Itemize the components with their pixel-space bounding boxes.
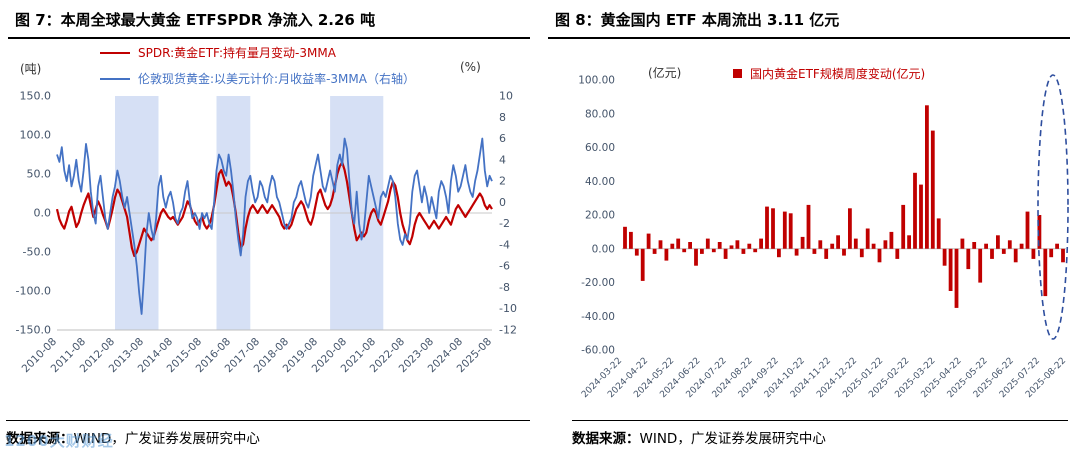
- svg-text:-10: -10: [499, 302, 517, 315]
- svg-text:150.0: 150.0: [20, 90, 52, 103]
- figure7-panel: 图 7：本周全球最大黄金 ETFSPDR 净流入 2.26 吨 SPDR:黄金E…: [6, 6, 530, 447]
- right-axis-unit-label: (%): [460, 60, 481, 74]
- svg-text:4: 4: [499, 153, 506, 166]
- svg-text:40.00: 40.00: [585, 176, 615, 188]
- svg-text:0: 0: [499, 196, 506, 209]
- legend-item-spdr: SPDR:黄金ETF:持有量月变动-3MMA: [100, 44, 415, 61]
- svg-text:100.0: 100.0: [20, 129, 52, 142]
- legend-label-spdr: SPDR:黄金ETF:持有量月变动-3MMA: [138, 46, 336, 60]
- svg-text:6: 6: [499, 132, 506, 145]
- svg-text:10: 10: [499, 90, 513, 103]
- svg-text:-4: -4: [499, 238, 510, 251]
- svg-text:-50.0: -50.0: [23, 246, 51, 259]
- figure8-legend: 国内黄金ETF规模周度变动(亿元): [733, 65, 925, 82]
- red-square-swatch-icon: [733, 69, 742, 78]
- blue-line-swatch-icon: [100, 77, 130, 80]
- legend-item-london-gold: 伦敦现货黄金:以美元计价:月收益率-3MMA（右轴）: [100, 70, 415, 87]
- svg-text:-8: -8: [499, 281, 510, 294]
- svg-text:-2: -2: [499, 217, 510, 230]
- legend-item-domestic-etf: 国内黄金ETF规模周度变动(亿元): [733, 65, 925, 82]
- svg-text:-12: -12: [499, 324, 517, 337]
- figure8-bar-chart: 100.00 80.00 60.00 40.00 20.00 0.00 -20.00 -40.…: [578, 74, 1069, 400]
- figure7-line-chart: 150.0 100.0 50.0 0.0 -50.0 -100.0 -150.0 10 8 6 4 2…: [16, 90, 517, 376]
- left-axis-unit-label: (吨): [20, 62, 42, 76]
- svg-text:60.00: 60.00: [585, 142, 615, 154]
- source-text: WIND，广发证券发展研究中心: [639, 431, 826, 447]
- source-prefix: 数据来源：: [572, 431, 640, 447]
- svg-text:-20.00: -20.00: [581, 277, 615, 289]
- svg-text:80.00: 80.00: [585, 108, 615, 120]
- svg-text:-60.00: -60.00: [581, 345, 615, 357]
- red-line-swatch-icon: [100, 51, 130, 54]
- source-text: WIND，广发证券发展研究中心: [73, 431, 260, 447]
- figure7-legend: SPDR:黄金ETF:持有量月变动-3MMA 伦敦现货黄金:以美元计价:月收益率…: [100, 44, 415, 87]
- svg-text:50.0: 50.0: [27, 168, 52, 181]
- svg-text:8: 8: [499, 111, 506, 124]
- figure8-source: 数据来源：WIND，广发证券发展研究中心: [572, 420, 1068, 447]
- figure7-title: 图 7：本周全球最大黄金 ETFSPDR 净流入 2.26 吨: [8, 6, 530, 39]
- svg-text:20.00: 20.00: [585, 210, 615, 222]
- source-prefix: 数据来源：: [6, 431, 74, 447]
- svg-text:-6: -6: [499, 260, 510, 273]
- figure7-source: 数据来源：WIND，广发证券发展研究中心: [6, 420, 530, 447]
- svg-text:2: 2: [499, 175, 506, 188]
- svg-text:100.00: 100.00: [578, 75, 615, 87]
- svg-text:0.0: 0.0: [34, 207, 52, 220]
- watermark: 1200大财财经: [4, 432, 114, 450]
- legend-label-domestic-etf: 国内黄金ETF规模周度变动(亿元): [750, 67, 926, 81]
- svg-text:-100.0: -100.0: [16, 285, 51, 298]
- figure8-title: 图 8：黄金国内 ETF 本周流出 3.11 亿元: [548, 6, 1070, 39]
- svg-text:-150.0: -150.0: [16, 324, 51, 337]
- figure8-panel: 图 8：黄金国内 ETF 本周流出 3.11 亿元 (亿元) 国内黄金ETF规模…: [540, 0, 1080, 452]
- svg-text:0.00: 0.00: [592, 243, 615, 255]
- legend-label-london-gold: 伦敦现货黄金:以美元计价:月收益率-3MMA（右轴）: [138, 72, 415, 86]
- svg-text:-40.00: -40.00: [581, 311, 615, 323]
- bar-axis-unit-label: (亿元): [648, 66, 682, 80]
